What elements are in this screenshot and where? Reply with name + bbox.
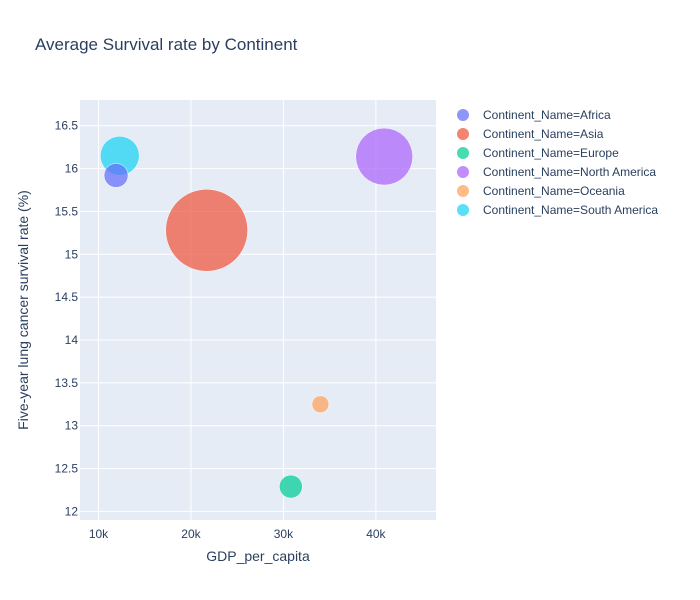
y-axis-label: Five-year lung cancer survival rate (%) bbox=[15, 190, 31, 430]
y-tick-label: 14.5 bbox=[55, 290, 79, 304]
data-points bbox=[100, 127, 413, 499]
data-point-europe[interactable] bbox=[279, 474, 303, 499]
y-tick-label: 13.5 bbox=[55, 376, 79, 390]
legend-marker bbox=[457, 128, 469, 140]
legend-item[interactable]: Continent_Name=Africa bbox=[457, 108, 611, 122]
y-tick-label: 14 bbox=[65, 333, 79, 347]
chart-title: Average Survival rate by Continent bbox=[35, 35, 298, 54]
x-tick-label: 40k bbox=[366, 527, 386, 541]
x-tick-label: 20k bbox=[181, 527, 201, 541]
legend-marker bbox=[457, 204, 469, 216]
y-tick-label: 15 bbox=[65, 247, 79, 261]
legend-label: Continent_Name=North America bbox=[483, 165, 656, 179]
grid-lines bbox=[80, 100, 436, 520]
x-tick-label: 10k bbox=[89, 527, 109, 541]
data-point-oceania[interactable] bbox=[311, 395, 330, 414]
legend-label: Continent_Name=Oceania bbox=[483, 184, 625, 198]
y-tick-label: 12.5 bbox=[55, 462, 79, 476]
data-point-africa[interactable] bbox=[103, 163, 129, 188]
y-tick-label: 16.5 bbox=[55, 119, 79, 133]
legend-label: Continent_Name=Europe bbox=[483, 146, 619, 160]
data-point-north-america[interactable] bbox=[355, 127, 413, 186]
legend[interactable]: Continent_Name=Africa Continent_Name=Asia… bbox=[457, 108, 658, 217]
x-axis-label: GDP_per_capita bbox=[206, 548, 310, 564]
legend-marker bbox=[457, 109, 469, 121]
legend-label: Continent_Name=Africa bbox=[483, 108, 611, 122]
legend-item[interactable]: Continent_Name=Europe bbox=[457, 146, 619, 160]
legend-marker bbox=[457, 166, 469, 178]
legend-item[interactable]: Continent_Name=Oceania bbox=[457, 184, 625, 198]
legend-label: Continent_Name=South America bbox=[483, 203, 658, 217]
x-tick-label: 30k bbox=[274, 527, 294, 541]
y-tick-label: 12 bbox=[65, 504, 79, 518]
y-tick-label: 15.5 bbox=[55, 204, 79, 218]
legend-label: Continent_Name=Asia bbox=[483, 127, 604, 141]
legend-item[interactable]: Continent_Name=Asia bbox=[457, 127, 604, 141]
legend-item[interactable]: Continent_Name=South America bbox=[457, 203, 658, 217]
legend-marker bbox=[457, 185, 469, 197]
legend-item[interactable]: Continent_Name=North America bbox=[457, 165, 656, 179]
y-tick-label: 13 bbox=[65, 419, 79, 433]
axis-ticks: 10k 20k 30k 40k 12 12.5 13 13.5 14 14.5 15 15.5 16 16… bbox=[55, 119, 387, 541]
y-tick-label: 16 bbox=[65, 162, 79, 176]
data-point-asia[interactable] bbox=[165, 189, 248, 272]
legend-marker bbox=[457, 147, 469, 159]
